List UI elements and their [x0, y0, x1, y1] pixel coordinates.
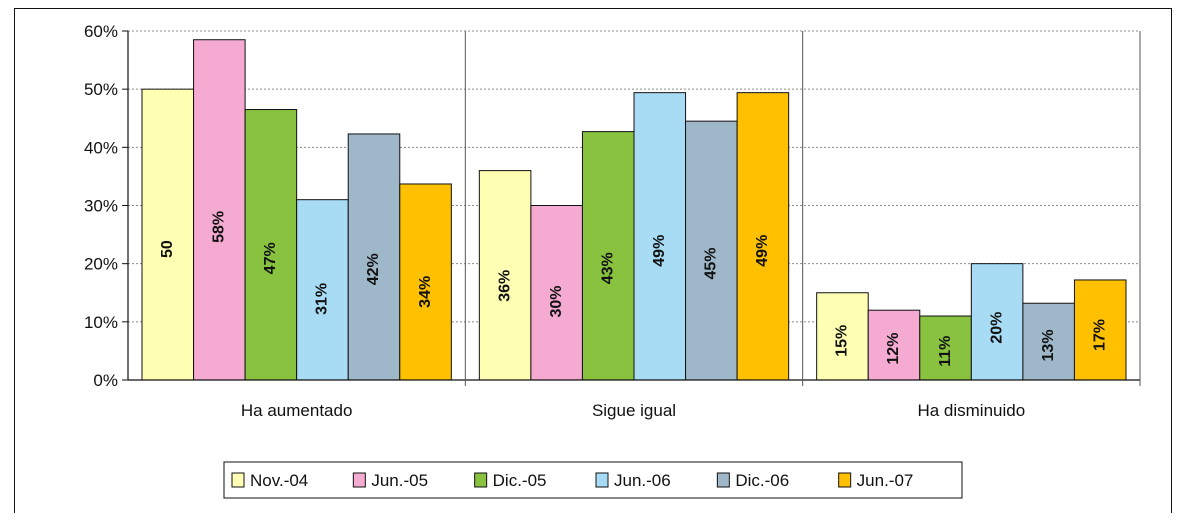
- y-tick-label: 40%: [84, 138, 118, 157]
- category-label: Ha disminuido: [917, 401, 1025, 420]
- y-axis-ticks: 0% 10% 20% 30% 40% 50% 60%: [84, 22, 118, 390]
- data-label: 50: [159, 240, 176, 258]
- legend-label: Jun.-05: [371, 471, 428, 490]
- legend-swatch: [596, 473, 608, 487]
- data-label: 42%: [365, 253, 382, 285]
- legend-label: Jun.-06: [614, 471, 671, 490]
- data-label: 58%: [211, 211, 228, 243]
- data-label: 47%: [262, 242, 279, 274]
- y-tick-label: 30%: [84, 197, 118, 216]
- bar: [194, 40, 246, 380]
- legend-swatch: [717, 473, 729, 487]
- legend-swatch: [475, 473, 487, 487]
- legend: Nov.-04 Jun.-05 Dic.-05 Jun.-06 Dic.-06 Jun.-…: [224, 462, 962, 498]
- data-label: 12%: [885, 333, 902, 365]
- category-label: Ha aumentado: [241, 401, 353, 420]
- y-tick-label: 20%: [84, 255, 118, 274]
- legend-label: Nov.-04: [250, 471, 308, 490]
- data-label: 30%: [548, 285, 565, 317]
- legend-label: Dic.-06: [735, 471, 789, 490]
- data-label: 36%: [496, 270, 513, 302]
- data-label: 15%: [834, 325, 851, 357]
- legend-swatch: [839, 473, 851, 487]
- y-tick-label: 50%: [84, 80, 118, 99]
- legend-label: Jun.-07: [857, 471, 914, 490]
- data-label: 31%: [314, 283, 331, 315]
- data-label: 34%: [417, 276, 434, 308]
- data-label: 11%: [937, 336, 954, 367]
- legend-swatch: [232, 473, 244, 487]
- legend-box: [224, 462, 962, 498]
- bar: [142, 89, 194, 380]
- legend-swatch: [353, 473, 365, 487]
- data-label: 49%: [754, 235, 771, 267]
- bars: 50 58% 47% 31% 42% 34% 36% 30% 43% 49% 45% 49% 15% 12…: [142, 40, 1126, 380]
- data-label: 20%: [988, 312, 1005, 344]
- y-tick-label: 10%: [84, 313, 118, 332]
- data-label: 13%: [1040, 329, 1057, 361]
- data-label: 45%: [703, 248, 720, 280]
- data-label: 17%: [1091, 319, 1108, 351]
- data-label: 43%: [599, 252, 616, 284]
- legend-label: Dic.-05: [493, 471, 547, 490]
- y-tick-label: 60%: [84, 22, 118, 41]
- category-labels: Ha aumentado Sigue igual Ha disminuido: [241, 401, 1025, 420]
- category-label: Sigue igual: [592, 401, 676, 420]
- data-label: 49%: [651, 235, 668, 267]
- y-tick-label: 0%: [93, 371, 118, 390]
